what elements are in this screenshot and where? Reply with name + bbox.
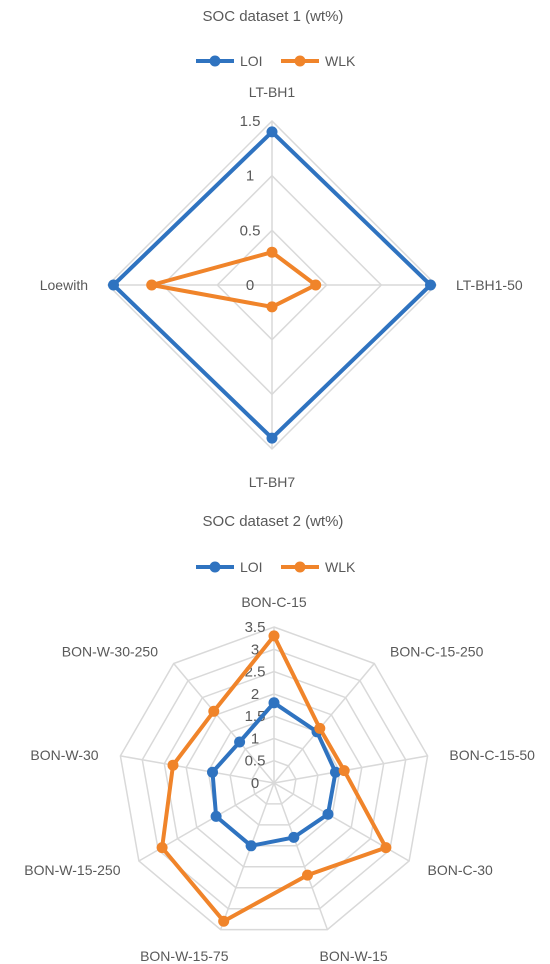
chart2-series-loi-point	[234, 736, 246, 748]
chart1-series-loi-point	[266, 126, 278, 138]
chart2-category-label: BON-W-30-250	[62, 643, 158, 659]
chart1-category-label: Loewith	[40, 277, 88, 293]
chart2-grid-ring	[251, 759, 297, 805]
chart2-spoke	[273, 755, 428, 784]
chart1-series-wlk-point	[266, 301, 278, 313]
chart1-series-wlk-point	[146, 279, 158, 291]
chart1-tick-label: 1.5	[240, 113, 261, 130]
chart2-grid-ring	[163, 670, 385, 889]
chart2-category-label: BON-C-15-250	[390, 643, 484, 659]
chart2-series-loi-point	[322, 808, 334, 820]
chart1-category-label: LT-BH1-50	[456, 277, 523, 293]
chart1-legend-loi-label: LOI	[240, 53, 263, 69]
chart2-series-loi-point	[210, 810, 222, 822]
chart1-series-loi-point	[266, 432, 278, 444]
chart2-series-wlk-point	[314, 722, 326, 734]
chart1-category-label: LT-BH1	[249, 84, 296, 100]
chart2-category-label: BON-W-15-250	[24, 862, 120, 878]
chart2-category-label: BON-C-15-50	[449, 747, 535, 763]
chart2-series-wlk-point	[167, 759, 179, 771]
chart2-tick-label: 2	[251, 686, 259, 703]
chart2-series-wlk-point	[156, 842, 168, 854]
chart2-series-wlk-point	[208, 705, 220, 717]
chart2-tick-label: 3.5	[245, 619, 266, 636]
chart2-series-loi-point	[330, 766, 341, 778]
chart2-series-loi-point	[288, 831, 300, 843]
chart2-radar: 00.511.522.533.5BON-C-15BON-C-15-250BON-…	[24, 594, 535, 964]
chart2-tick-label: 1	[251, 730, 259, 747]
chart1-tick-label: 0.5	[240, 222, 261, 239]
chart2-title: SOC dataset 2 (wt%)	[203, 513, 344, 530]
chart1-series-wlk-point	[266, 246, 278, 258]
chart2-legend-wlk-marker	[294, 561, 306, 573]
chart2-category-label: BON-W-15	[320, 948, 388, 964]
chart2-spoke	[120, 755, 275, 784]
chart2-legend: LOI WLK	[196, 559, 356, 575]
chart1-category-label: LT-BH7	[249, 474, 296, 490]
chart2-series-loi-line	[210, 700, 338, 848]
chart2-series-wlk-line	[160, 633, 388, 924]
chart2-grid-ring	[229, 737, 319, 826]
chart2-category-label: BON-W-30	[30, 747, 98, 763]
chart2-tick-label: 0	[251, 775, 259, 792]
chart1-series-loi-point	[108, 279, 119, 291]
chart2-spoke	[273, 782, 329, 930]
chart2-spoke	[173, 663, 275, 784]
chart2-spoke	[273, 663, 375, 784]
chart2-tick-label: 0.5	[245, 753, 266, 770]
chart2-spoke	[219, 782, 275, 930]
chart2-tick-label: 3	[251, 641, 259, 658]
chart2-series-wlk-point	[218, 915, 230, 927]
chart1-series-loi-point	[425, 279, 436, 291]
chart2-grid-ring	[141, 648, 407, 910]
chart2-series-wlk-point	[268, 630, 280, 642]
chart2-series-loi-point	[268, 697, 280, 709]
chart1-title: SOC dataset 1 (wt%)	[203, 8, 344, 25]
chart2-legend-loi-label: LOI	[240, 559, 263, 575]
chart2-category-label: BON-C-15	[241, 594, 307, 610]
chart2-series-wlk-point	[302, 869, 313, 881]
chart2-legend-loi-marker	[209, 561, 221, 573]
chart1-series-wlk-point	[310, 279, 322, 291]
chart2-category-label: BON-W-15-75	[140, 948, 229, 964]
chart1-legend: LOI WLK	[196, 53, 356, 69]
chart2-series-wlk-point	[380, 842, 392, 854]
chart1-radar: 0 0.5 1 1.5 LT-BH1 LT-BH1-50 LT-BH7 Loewith	[40, 84, 523, 490]
chart1-tick-label: 0	[246, 277, 254, 294]
chart2-series-loi-point	[245, 840, 257, 852]
chart2-category-label: BON-C-30	[428, 862, 494, 878]
chart2-series-loi-point	[207, 766, 218, 778]
chart1-legend-loi-marker	[209, 55, 221, 67]
chart2-grid-ring	[119, 626, 429, 931]
chart1-tick-label: 1	[246, 168, 254, 185]
chart1-legend-wlk-marker	[294, 55, 306, 67]
chart2-grid-ring	[185, 693, 363, 868]
chart1-legend-wlk-label: WLK	[325, 53, 356, 69]
chart2-legend-wlk-label: WLK	[325, 559, 356, 575]
chart2-series-wlk-point	[338, 765, 350, 777]
chart2-grid-ring	[207, 715, 341, 847]
